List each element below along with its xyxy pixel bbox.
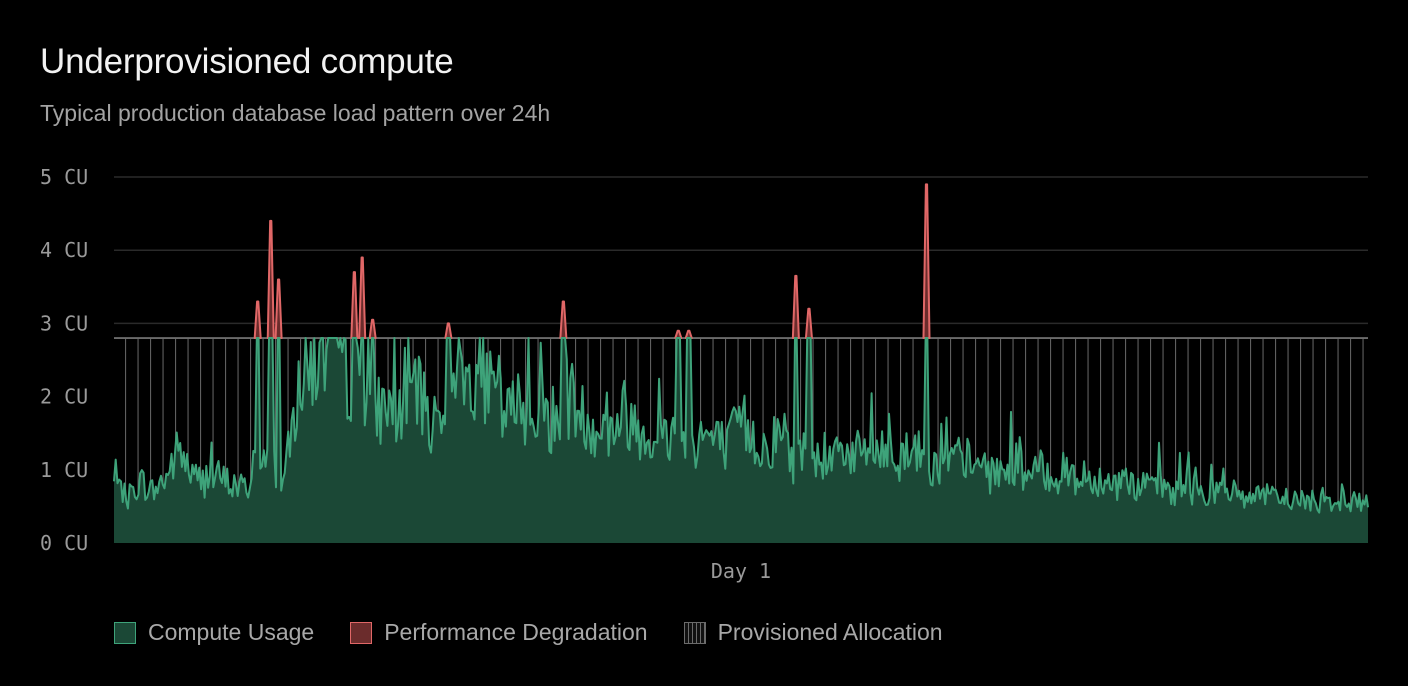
legend-item-compute-usage: Compute Usage <box>114 619 314 646</box>
y-tick-label: 2 CU <box>40 385 88 409</box>
y-tick-label: 4 CU <box>40 238 88 262</box>
degradation-spike <box>674 329 683 340</box>
y-tick-label: 3 CU <box>40 311 88 335</box>
degradation-spike <box>559 300 568 340</box>
red-square-swatch-icon <box>350 621 373 644</box>
y-tick-label: 1 CU <box>40 458 88 482</box>
degradation-spike <box>358 256 367 340</box>
compute-chart: 0 CU 1 CU 2 CU 3 CU 4 CU 5 CU Day 1 <box>40 165 1369 583</box>
degradation-spike <box>922 183 931 340</box>
y-tick-label: 5 CU <box>40 165 88 189</box>
legend-label: Compute Usage <box>148 619 315 645</box>
chart-subtitle: Typical production database load pattern… <box>40 100 551 126</box>
degradation-spike <box>350 271 359 340</box>
degradation-spike <box>791 274 800 340</box>
chart-legend: Compute Usage Performance Degradation Pr… <box>114 619 943 646</box>
legend-item-performance-degradation: Performance Degradation <box>350 619 648 646</box>
legend-label: Provisioned Allocation <box>717 619 943 645</box>
degradation-spike <box>444 322 453 340</box>
y-axis-ticks: 0 CU 1 CU 2 CU 3 CU 4 CU 5 CU <box>40 165 88 555</box>
legend-item-provisioned-allocation: Provisioned Allocation <box>683 619 943 646</box>
degradation-spike <box>684 329 693 340</box>
hatched-square-swatch-icon <box>683 621 706 644</box>
degradation-spike <box>274 278 283 340</box>
usage-line <box>113 337 1369 514</box>
x-tick-label: Day 1 <box>711 559 771 583</box>
compute-usage-area <box>113 337 1369 543</box>
y-tick-label: 0 CU <box>40 531 88 555</box>
legend-label: Performance Degradation <box>384 619 648 645</box>
degradation-spike <box>266 219 275 340</box>
green-square-swatch-icon <box>114 621 136 644</box>
x-axis-ticks: Day 1 <box>711 559 771 583</box>
usage-area-fill <box>114 338 1368 543</box>
chart-title: Underprovisioned compute <box>40 42 454 81</box>
degradation-spike <box>804 307 813 340</box>
performance-degradation-spikes <box>253 183 931 340</box>
degradation-spike <box>253 300 262 340</box>
degradation-spike <box>368 318 377 340</box>
